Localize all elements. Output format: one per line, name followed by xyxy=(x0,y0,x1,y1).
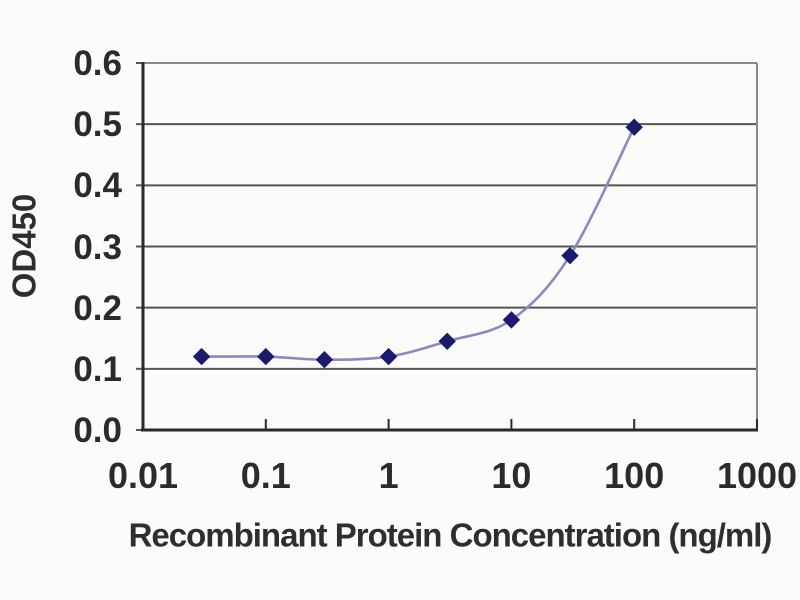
data-point-marker xyxy=(438,332,456,351)
data-point-marker xyxy=(379,347,398,366)
x-tick-label: 0.01 xyxy=(107,455,179,496)
data-point-marker xyxy=(257,347,275,366)
y-tick-label: 0.0 xyxy=(73,411,122,450)
y-tick-label: 0.3 xyxy=(73,227,122,267)
y-tick-label: 0.5 xyxy=(73,105,122,145)
x-tick-label: 1000 xyxy=(716,455,798,496)
data-point-marker xyxy=(625,118,643,136)
data-point-marker xyxy=(192,347,211,366)
y-tick-label: 0.6 xyxy=(73,44,122,83)
x-axis-title: Recombinant Protein Concentration (ng/ml… xyxy=(128,516,773,554)
y-tick-label: 0.2 xyxy=(73,288,122,328)
data-point-marker xyxy=(315,350,334,369)
series-line xyxy=(201,126,636,362)
y-tick-label: 0.1 xyxy=(73,349,122,389)
x-tick-label: 0.1 xyxy=(240,455,291,496)
x-tick-label: 100 xyxy=(604,455,665,496)
data-point-marker xyxy=(502,311,521,329)
y-tick-label: 0.4 xyxy=(73,166,122,206)
x-tick-label: 10 xyxy=(491,455,532,496)
data-point-marker xyxy=(561,246,579,265)
x-tick-label: 1 xyxy=(378,455,399,496)
